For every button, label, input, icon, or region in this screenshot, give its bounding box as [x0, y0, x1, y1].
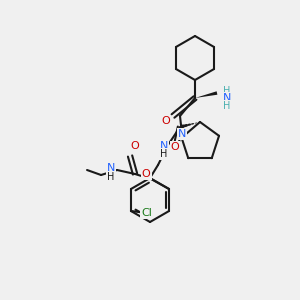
Text: H: H	[223, 86, 231, 96]
Text: O: O	[131, 141, 140, 151]
Text: N: N	[223, 93, 231, 103]
Polygon shape	[195, 91, 218, 98]
Text: O: O	[162, 116, 170, 126]
Text: N: N	[178, 129, 186, 139]
Text: O: O	[142, 169, 150, 179]
Text: N: N	[160, 141, 168, 151]
Text: N: N	[107, 163, 115, 173]
Text: O: O	[171, 142, 179, 152]
Text: H: H	[160, 149, 168, 159]
Text: H: H	[107, 172, 115, 182]
Text: Cl: Cl	[142, 208, 152, 218]
Text: H: H	[223, 101, 231, 111]
